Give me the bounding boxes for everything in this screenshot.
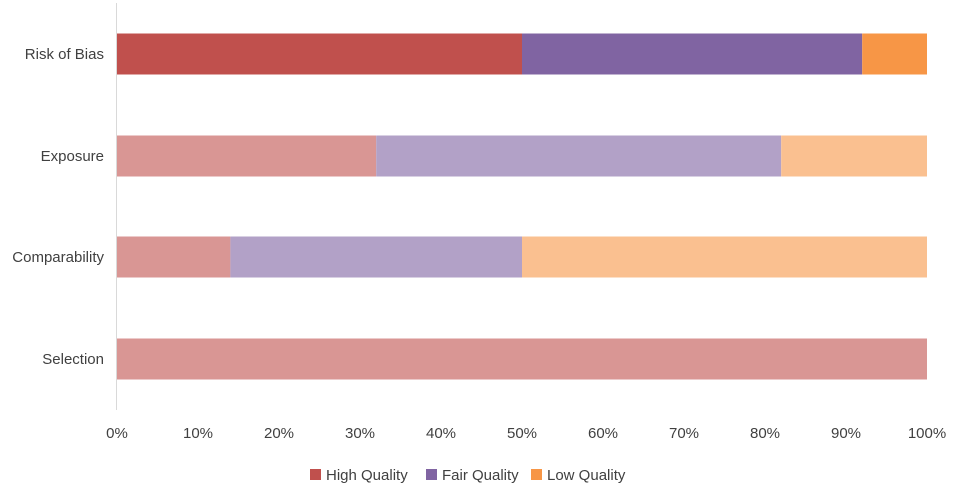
bar-comparability-high-quality <box>117 236 231 278</box>
bar-exposure-high-quality <box>117 135 377 177</box>
category-labels: Risk of Bias Exposure Comparability Selecti… <box>12 46 104 368</box>
legend-label-high-quality: High Quality <box>326 467 408 484</box>
bar-selection-high-quality <box>117 338 927 380</box>
x-tick-label: 50% <box>507 425 537 442</box>
x-tick-label: 100% <box>908 425 946 442</box>
legend-label-low-quality: Low Quality <box>547 467 626 484</box>
category-label-risk-of-bias: Risk of Bias <box>25 46 104 63</box>
bar-risk-of-bias-fair-quality <box>522 33 863 75</box>
bar-risk-of-bias-low-quality <box>862 33 927 75</box>
x-tick-label: 90% <box>831 425 861 442</box>
bar-comparability-fair-quality <box>230 236 522 278</box>
x-tick-label: 30% <box>345 425 375 442</box>
bar-risk-of-bias-high-quality <box>117 33 522 75</box>
legend-swatch-fair-quality <box>426 469 437 480</box>
bar-exposure-low-quality <box>781 135 927 177</box>
bar-comparability-low-quality <box>522 236 927 278</box>
category-label-exposure: Exposure <box>41 148 104 165</box>
x-tick-label: 80% <box>750 425 780 442</box>
legend-swatch-high-quality <box>310 469 321 480</box>
bar-exposure-fair-quality <box>376 135 782 177</box>
category-label-selection: Selection <box>42 351 104 368</box>
legend: High Quality Fair Quality Low Quality <box>310 467 626 484</box>
category-label-comparability: Comparability <box>12 249 104 266</box>
x-tick-label: 0% <box>106 425 128 442</box>
x-tick-labels: 0% 10% 20% 30% 40% 50% 60% 70% 80% 90% 100% <box>106 425 946 442</box>
x-tick-label: 60% <box>588 425 618 442</box>
x-tick-label: 10% <box>183 425 213 442</box>
bars-group <box>117 33 927 380</box>
x-tick-label: 20% <box>264 425 294 442</box>
legend-label-fair-quality: Fair Quality <box>442 467 519 484</box>
x-tick-label: 70% <box>669 425 699 442</box>
legend-swatch-low-quality <box>531 469 542 480</box>
x-tick-label: 40% <box>426 425 456 442</box>
